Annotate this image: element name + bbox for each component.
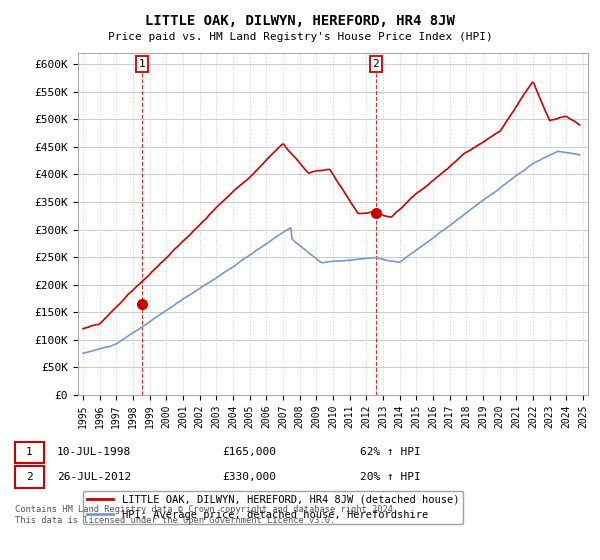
Text: 62% ↑ HPI: 62% ↑ HPI: [360, 447, 421, 458]
Text: £330,000: £330,000: [222, 472, 276, 482]
Text: 20% ↑ HPI: 20% ↑ HPI: [360, 472, 421, 482]
Text: £165,000: £165,000: [222, 447, 276, 458]
Text: 1: 1: [26, 447, 33, 458]
Text: 2: 2: [373, 59, 379, 69]
Text: Price paid vs. HM Land Registry's House Price Index (HPI): Price paid vs. HM Land Registry's House …: [107, 32, 493, 43]
Text: 10-JUL-1998: 10-JUL-1998: [57, 447, 131, 458]
Legend: LITTLE OAK, DILWYN, HEREFORD, HR4 8JW (detached house), HPI: Average price, deta: LITTLE OAK, DILWYN, HEREFORD, HR4 8JW (d…: [83, 491, 463, 524]
Text: Contains HM Land Registry data © Crown copyright and database right 2024.
This d: Contains HM Land Registry data © Crown c…: [15, 505, 398, 525]
Text: 26-JUL-2012: 26-JUL-2012: [57, 472, 131, 482]
Text: 2: 2: [26, 472, 33, 482]
Text: LITTLE OAK, DILWYN, HEREFORD, HR4 8JW: LITTLE OAK, DILWYN, HEREFORD, HR4 8JW: [145, 14, 455, 28]
Text: 1: 1: [139, 59, 145, 69]
